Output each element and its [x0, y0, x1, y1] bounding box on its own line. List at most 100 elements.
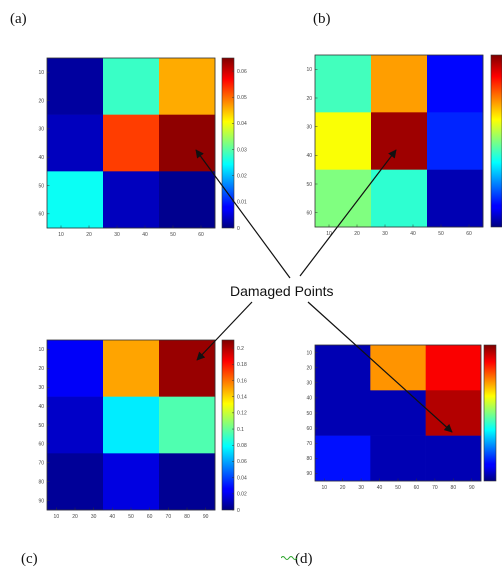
x-tick-label: 50: [170, 232, 176, 238]
x-tick-label: 60: [466, 231, 472, 237]
y-tick-label: 50: [306, 182, 312, 188]
x-tick-label: 10: [58, 232, 64, 238]
heatmap-cell-r0-c0: [315, 345, 371, 391]
heatmap-cell-r0-c2: [425, 345, 482, 391]
y-tick-label: 60: [306, 426, 312, 432]
plot-frame: [46, 57, 216, 229]
heatmap-cell-r1-c1: [103, 396, 160, 454]
y-tick-label: 80: [38, 479, 44, 485]
heatmap-cell-r1-c0: [315, 390, 371, 436]
heatmap-cell-r0-c1: [103, 340, 160, 397]
x-tick-label: 90: [203, 514, 209, 520]
y-tick-label: 10: [306, 67, 312, 73]
annotation-arrows: [195, 149, 453, 433]
colorbar-tick-label: 0.03: [237, 147, 247, 153]
x-tick-label: 60: [147, 514, 153, 520]
x-tick-label: 40: [377, 485, 383, 491]
colorbar-tick-label: 0.04: [237, 475, 247, 481]
colorbar: [221, 57, 235, 229]
y-tick-label: 60: [38, 212, 44, 218]
heatmap-cell-r0-c0: [315, 55, 372, 113]
y-tick-label: 10: [38, 70, 44, 76]
x-tick-label: 20: [354, 231, 360, 237]
colorbar: [221, 339, 235, 511]
y-tick-label: 60: [306, 210, 312, 216]
colorbar-tick-label: 0.12: [237, 411, 247, 417]
x-tick-label: 40: [142, 232, 148, 238]
x-tick-label: 10: [54, 514, 60, 520]
heatmap-cell-r1-c0: [47, 114, 104, 172]
y-tick-label: 40: [306, 153, 312, 159]
y-tick-label: 30: [38, 127, 44, 133]
heatmap-cell-r1-c1: [371, 112, 428, 170]
colorbar-tick-label: 0.02: [237, 173, 247, 179]
arrow-to-d: [307, 301, 453, 433]
x-tick-label: 80: [451, 485, 457, 491]
heatmap-c: 10 20 30 40 50 60 70 80 90 10 20 30 40 50 60 70 80 90 0 0.0…: [38, 339, 247, 520]
y-tick-label: 40: [306, 396, 312, 402]
y-tick-label: 20: [38, 98, 44, 104]
heatmap-cell-r0-c1: [103, 58, 160, 115]
y-tick-label: 10: [306, 350, 312, 356]
colorbar: [490, 54, 502, 228]
x-tick-label: 40: [110, 514, 116, 520]
colorbar-tick-label: 0.05: [237, 95, 247, 101]
heatmap-cell-r2-c2: [159, 453, 216, 511]
x-tick-label: 30: [91, 514, 97, 520]
spellcheck-squiggle: [281, 556, 298, 560]
heatmap-cell-r2-c2: [425, 435, 482, 482]
x-tick-label: 10: [321, 485, 327, 491]
y-tick-label: 10: [38, 347, 44, 353]
colorbar-tick-label: 0.02: [237, 492, 247, 498]
heatmap-panels: 10 20 30 40 50 60 10 20 30 40 50 60 0 0.01 0.02 0.03 0.0…: [38, 54, 502, 520]
y-tick-label: 70: [38, 461, 44, 467]
y-tick-label: 40: [38, 155, 44, 161]
colorbar-tick-label: 0.04: [237, 121, 247, 127]
heatmap-cell-r2-c2: [427, 169, 484, 228]
x-tick-label: 70: [432, 485, 438, 491]
heatmap-cell-r1-c0: [47, 396, 104, 454]
y-tick-label: 50: [38, 423, 44, 429]
x-tick-label: 30: [114, 232, 120, 238]
colorbar-tick-label: 0.08: [237, 443, 247, 449]
y-tick-label: 20: [306, 365, 312, 371]
heatmap-a: 10 20 30 40 50 60 10 20 30 40 50 60 0 0.01 0.02 0.03 0.0…: [38, 57, 247, 238]
heatmap-cell-r1-c0: [315, 112, 372, 170]
heatmap-cell-r2-c1: [103, 171, 160, 229]
heatmap-cell-r1-c2: [425, 390, 482, 436]
heatmap-cell-r0-c0: [47, 58, 104, 115]
y-tick-label: 50: [38, 183, 44, 189]
x-tick-label: 70: [166, 514, 172, 520]
x-tick-label: 20: [72, 514, 78, 520]
heatmap-b: 10 20 30 40 50 60 10 20 30 40 50 60: [306, 54, 502, 237]
heatmap-d: 10 20 30 40 50 60 70 80 90 10 20 30 40 50 60 70 80 90: [306, 344, 497, 491]
y-tick-label: 20: [306, 96, 312, 102]
heatmap-cell-r1-c1: [103, 114, 160, 172]
plot-frame: [314, 54, 484, 228]
y-tick-label: 20: [38, 366, 44, 372]
y-tick-label: 50: [306, 411, 312, 417]
y-tick-label: 60: [38, 442, 44, 448]
panel-label-c: (c): [21, 551, 38, 567]
heatmap-cell-r0-c0: [47, 340, 104, 397]
colorbar-tick-label: 0.06: [237, 69, 247, 75]
y-tick-label: 80: [306, 456, 312, 462]
x-tick-label: 30: [382, 231, 388, 237]
y-tick-label: 40: [38, 404, 44, 410]
y-tick-label: 90: [38, 498, 44, 504]
heatmap-cell-r2-c0: [315, 169, 372, 228]
panel-label-d: (d): [295, 551, 313, 567]
colorbar-tick-label: 0.2: [237, 346, 244, 352]
heatmap-cell-r0-c2: [159, 340, 216, 397]
x-tick-label: 50: [128, 514, 134, 520]
colorbar: [483, 344, 497, 482]
heatmap-cell-r1-c2: [159, 396, 216, 454]
x-tick-label: 80: [184, 514, 190, 520]
colorbar-tick-label: 0.14: [237, 394, 247, 400]
heatmap-cell-r2-c0: [315, 435, 371, 482]
heatmap-cell-r0-c2: [159, 58, 216, 115]
damaged-points-label: Damaged Points: [228, 283, 336, 299]
x-tick-label: 10: [326, 231, 332, 237]
heatmap-cell-r2-c0: [47, 171, 104, 229]
